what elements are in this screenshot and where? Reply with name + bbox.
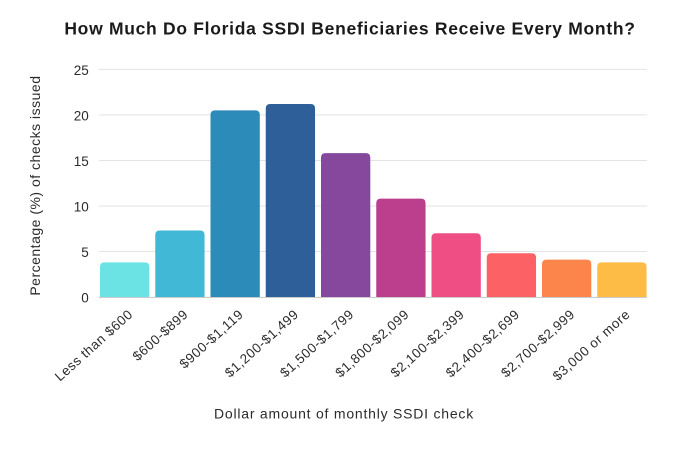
svg-text:15: 15: [74, 154, 89, 169]
svg-text:10: 10: [74, 199, 89, 214]
svg-text:Percentage (%) of checks issue: Percentage (%) of checks issued: [27, 76, 43, 296]
svg-text:How Much Do Florida SSDI Benef: How Much Do Florida SSDI Beneficiaries R…: [64, 19, 635, 39]
svg-text:0: 0: [81, 291, 89, 306]
svg-text:Dollar amount of monthly SSDI: Dollar amount of monthly SSDI check: [214, 405, 474, 421]
svg-text:5: 5: [81, 245, 89, 260]
svg-text:20: 20: [74, 108, 89, 123]
svg-text:25: 25: [74, 63, 89, 78]
